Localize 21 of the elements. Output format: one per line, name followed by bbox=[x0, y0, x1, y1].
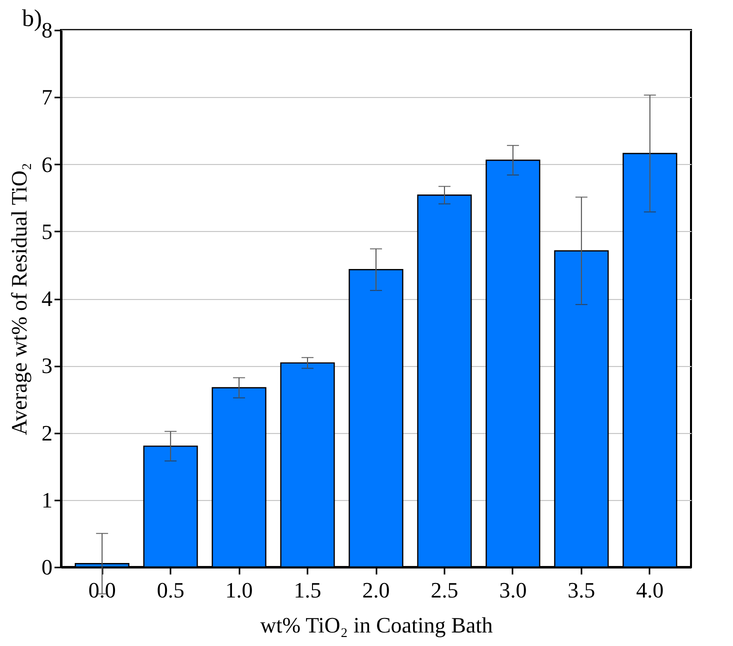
y-tick-label: 0 bbox=[42, 554, 52, 580]
y-tick-label: 6 bbox=[42, 152, 52, 177]
text: b) bbox=[22, 6, 42, 33]
y-tick-label: 2 bbox=[42, 420, 52, 446]
x-tick-label: 0.0 bbox=[88, 578, 116, 602]
y-tick-label: 7 bbox=[42, 84, 52, 110]
x-axis-title: wt% TiO₂ in Coating Bath bbox=[260, 612, 493, 638]
x-tick-label: 3.0 bbox=[499, 578, 527, 602]
y-tick-label: 1 bbox=[42, 487, 52, 512]
x-tick-label: 1.0 bbox=[225, 578, 253, 602]
x-tick-label: 3.5 bbox=[568, 578, 596, 602]
x-tick-label: 0.5 bbox=[156, 578, 184, 602]
x-tick-label: 2.5 bbox=[430, 578, 458, 602]
y-axis-title: Average wt% of Residual TiO₂ bbox=[6, 162, 32, 436]
y-tick-label: 5 bbox=[42, 218, 52, 244]
x-tick-label: 1.5 bbox=[294, 578, 322, 602]
y-tick-label: 3 bbox=[42, 353, 52, 378]
x-tick-label: 4.0 bbox=[636, 578, 664, 602]
y-tick-label: 8 bbox=[42, 18, 52, 42]
y-tick-label: 4 bbox=[42, 286, 52, 311]
x-tick-label: 2.0 bbox=[362, 578, 390, 602]
